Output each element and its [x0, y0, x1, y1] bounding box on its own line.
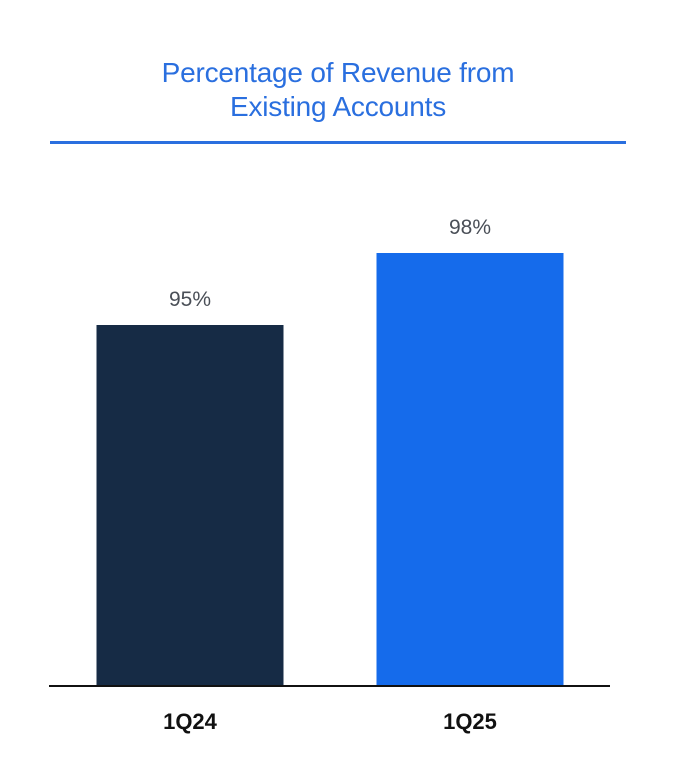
title-divider [50, 141, 626, 144]
chart-title-line-1: Percentage of Revenue from [161, 57, 515, 88]
x-tick-label-1q24: 1Q24 [163, 709, 218, 734]
bar-1q24 [96, 325, 284, 686]
chart-title: Percentage of Revenue from Existing Acco… [50, 56, 626, 124]
data-label-1q24: 95% [169, 288, 211, 311]
x-tick-label-1q25: 1Q25 [443, 709, 497, 734]
data-label-1q25: 98% [449, 216, 491, 239]
chart-title-line-2: Existing Accounts [229, 91, 447, 122]
bar-1q25 [376, 253, 564, 686]
